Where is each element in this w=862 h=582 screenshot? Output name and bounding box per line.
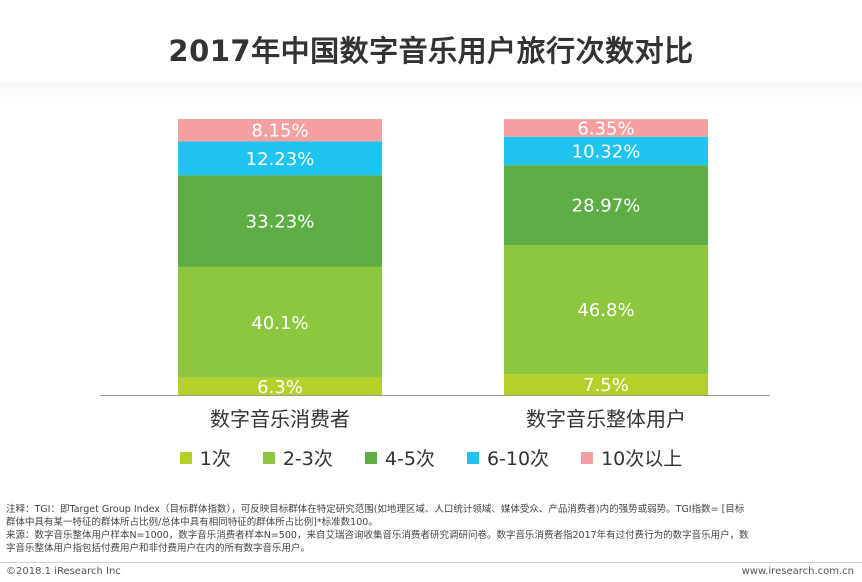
data-label: 12.23% xyxy=(246,149,315,170)
data-label: 10.32% xyxy=(572,141,641,162)
legend-swatch xyxy=(262,451,275,464)
bar-segment-2-3次 xyxy=(178,266,382,378)
legend-swatch xyxy=(179,451,192,464)
data-label: 28.97% xyxy=(572,196,641,217)
note-line: 来源：数字音乐整体用户样本N=1000，数字音乐消费者样本N=500，来自艾瑞咨… xyxy=(6,530,749,541)
title-band xyxy=(0,82,862,106)
legend-item: 10次以上 xyxy=(581,444,682,471)
footer-divider xyxy=(0,562,862,563)
chart-notes: 注释：TGI：即Target Group Index（目标群体指数），可反映目标… xyxy=(6,503,851,555)
legend-item: 6-10次 xyxy=(466,444,550,471)
bar-segment-10次以上 xyxy=(178,118,382,142)
copyright-text: ©2018.1 iResearch Inc xyxy=(6,566,121,577)
data-label: 46.8% xyxy=(577,300,634,321)
data-label: 6.3% xyxy=(257,377,303,398)
data-label: 7.5% xyxy=(583,375,629,396)
note-line: 字音乐整体用户指包括付费用户和非付费用户在内的所有数字音乐用户。 xyxy=(6,543,311,554)
data-label: 8.15% xyxy=(251,121,308,142)
data-label: 33.23% xyxy=(246,212,315,233)
data-label: 6.35% xyxy=(577,118,634,139)
bar-segment-10次以上 xyxy=(504,119,708,137)
legend-label: 2-3次 xyxy=(282,448,333,470)
website-url: www.iresearch.com.cn xyxy=(741,566,854,577)
bar-segment-6-10次 xyxy=(504,136,708,166)
legend-item: 4-5次 xyxy=(364,444,435,471)
legend-label: 10次以上 xyxy=(601,448,683,470)
data-label: 40.1% xyxy=(251,313,308,334)
legend-swatch xyxy=(466,451,479,464)
category-label: 数字音乐消费者 xyxy=(210,407,350,431)
bar-segment-2-3次 xyxy=(504,245,708,375)
chart-legend: 1次 2-3次 4-5次 6-10次 10次以上 xyxy=(0,444,862,471)
note-line: 群体中具有某一特征的群体所占比例/总体中具有相同特征的群体所占比例]*标准数10… xyxy=(6,517,378,528)
bar-segment-6-10次 xyxy=(178,141,382,176)
stacked-bar-chart: 6.3% 40.1% 33.23% 12.23% 8.15% 数字音乐消费者 7.5% 46.… xyxy=(100,118,770,431)
legend-swatch xyxy=(581,451,594,464)
bar-segment-4-5次 xyxy=(504,165,708,246)
legend-label: 4-5次 xyxy=(384,448,435,470)
bar-segment-1次 xyxy=(178,377,382,395)
legend-swatch xyxy=(364,451,377,464)
note-line: 注释：TGI：即Target Group Index（目标群体指数），可反映目标… xyxy=(6,504,745,515)
bar-segment-4-5次 xyxy=(178,175,382,267)
page-title: 2017年中国数字音乐用户旅行次数对比 xyxy=(168,34,694,68)
bar-segment-1次 xyxy=(504,374,708,395)
legend-item: 2-3次 xyxy=(262,444,333,471)
category-label: 数字音乐整体用户 xyxy=(526,407,686,431)
legend-item: 1次 xyxy=(179,444,231,471)
legend-label: 1次 xyxy=(199,448,231,470)
legend-label: 6-10次 xyxy=(486,448,550,470)
